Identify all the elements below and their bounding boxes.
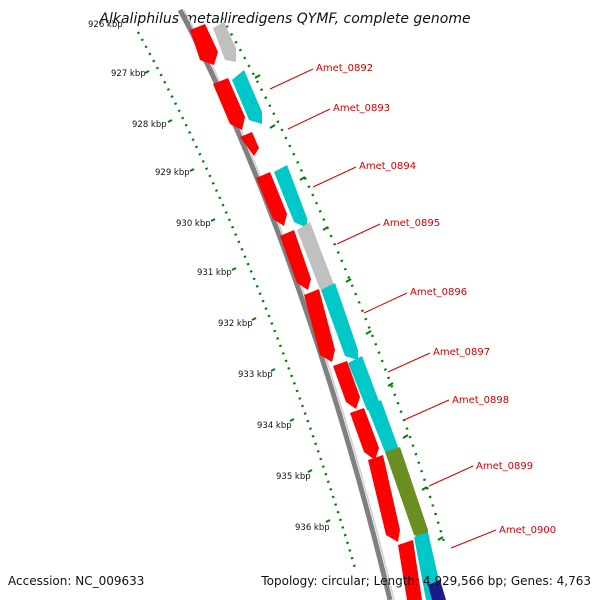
cds-red[interactable] [398, 540, 422, 600]
cds-red[interactable] [280, 230, 311, 290]
kbp-label: 936 kbp [295, 523, 330, 533]
leader-line [387, 352, 431, 373]
right-track-ticks [254, 74, 444, 541]
dotted-track-left [136, 31, 357, 569]
gene-label-amet-0899[interactable]: Amet_0899 [476, 461, 533, 472]
track-tick [322, 226, 329, 231]
track-tick [345, 278, 352, 283]
kbp-labels: 926 kbp 927 kbp 928 kbp 929 kbp 930 kbp … [88, 20, 330, 533]
kbp-tick [189, 168, 195, 172]
gene-label-amet-0897[interactable]: Amet_0897 [433, 347, 490, 358]
kbp-label: 929 kbp [155, 168, 190, 178]
cds-red[interactable] [190, 24, 218, 65]
map-title: Alkaliphilus metalliredigens QYMF, compl… [98, 11, 470, 27]
kbp-tick [231, 267, 237, 271]
kbp-tick [144, 70, 150, 74]
cds-red[interactable] [350, 408, 379, 460]
gene-label-amet-0893[interactable]: Amet_0893 [333, 103, 390, 114]
cds-cyan[interactable] [348, 356, 380, 416]
cds-gray[interactable] [213, 22, 236, 62]
cds-navy[interactable] [428, 580, 446, 600]
cds-cyan[interactable] [274, 165, 307, 228]
cds-olive[interactable] [385, 447, 428, 540]
kbp-label: 931 kbp [197, 268, 232, 278]
leader-line [287, 108, 331, 130]
kbp-label: 934 kbp [257, 421, 292, 431]
leader-line [269, 68, 314, 90]
cds-red[interactable] [256, 172, 287, 226]
gene-label-amet-0896[interactable]: Amet_0896 [410, 287, 467, 298]
kbp-label: 933 kbp [238, 370, 273, 380]
track-tick [269, 124, 276, 129]
track-tick [254, 74, 261, 79]
leader-line [403, 399, 450, 421]
kbp-tick [251, 317, 257, 321]
cds-red[interactable] [304, 289, 335, 362]
cds-red[interactable] [213, 78, 245, 130]
kbp-label: 928 kbp [132, 120, 167, 130]
kbp-tick [325, 519, 331, 523]
kbp-tick [307, 469, 313, 473]
track-tick [421, 486, 428, 491]
gene-label-amet-0898[interactable]: Amet_0898 [452, 395, 509, 406]
leader-line [336, 223, 381, 245]
cds-red[interactable] [240, 132, 259, 156]
leader-line [363, 292, 408, 314]
genome-backbone [177, 8, 393, 600]
gene-labels: Amet_0892 Amet_0893 Amet_0894 Amet_0895 … [269, 63, 556, 549]
gene-label-amet-0895[interactable]: Amet_0895 [383, 218, 440, 229]
kbp-tick [167, 119, 173, 123]
gene-label-amet-0900[interactable]: Amet_0900 [499, 525, 556, 536]
forward-cds-track [190, 24, 422, 600]
track-tick [299, 176, 306, 181]
accession-text: Accession: NC_009633 [8, 574, 144, 588]
dotted-track-right [220, 17, 447, 546]
track-tick [402, 434, 409, 439]
track-tick [437, 536, 444, 541]
kbp-label: 926 kbp [88, 20, 123, 30]
kbp-tick [210, 218, 216, 222]
cds-red[interactable] [333, 361, 360, 409]
kbp-label: 932 kbp [218, 319, 253, 329]
leader-line [312, 166, 357, 188]
gene-label-amet-0894[interactable]: Amet_0894 [359, 161, 416, 172]
kbp-tick [270, 368, 276, 372]
kbp-tick [289, 418, 295, 422]
kbp-ticks [144, 70, 331, 523]
cds-cyan[interactable] [321, 283, 358, 360]
kbp-label: 935 kbp [276, 472, 311, 482]
kbp-label: 927 kbp [111, 69, 146, 79]
track-tick [365, 330, 372, 335]
topology-text: Topology: circular; Length: 4,929,566 bp… [260, 574, 591, 588]
leader-line [428, 465, 474, 487]
cds-red[interactable] [368, 455, 400, 542]
reverse-cds-track [213, 22, 446, 600]
track-tick [387, 382, 394, 387]
cds-gray[interactable] [297, 222, 333, 293]
leader-line [450, 529, 497, 549]
gene-label-amet-0892[interactable]: Amet_0892 [316, 63, 373, 74]
cds-cyan[interactable] [232, 70, 262, 124]
cds-cyan[interactable] [367, 400, 398, 457]
genome-backbone-highlight [183, 9, 395, 600]
kbp-label: 930 kbp [176, 219, 211, 229]
